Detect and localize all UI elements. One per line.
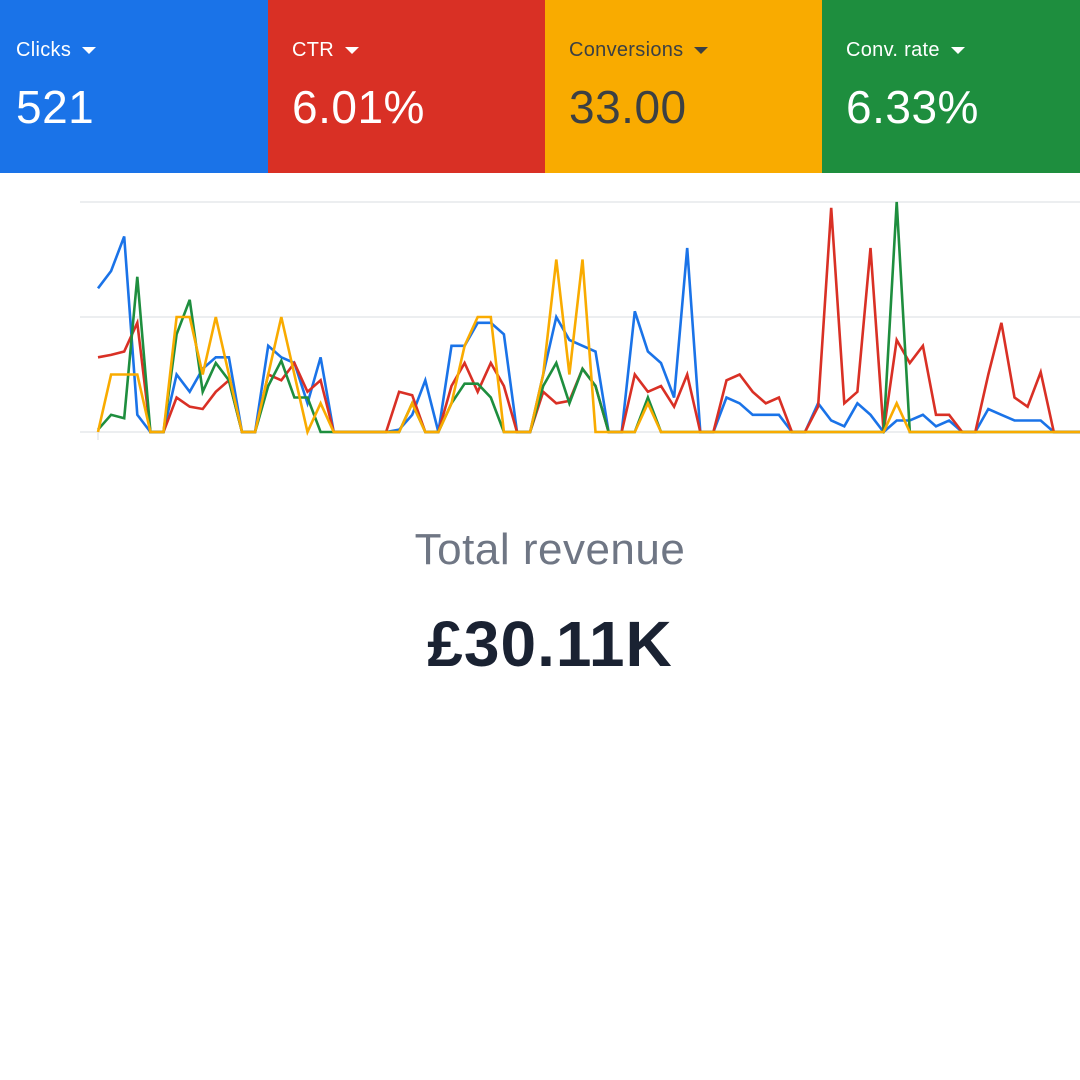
metric-label: CTR xyxy=(292,39,335,61)
metric-tile-conv-rate[interactable]: Conv. rate 6.33% xyxy=(822,0,1080,173)
caret-down-icon[interactable] xyxy=(694,46,709,54)
metric-value: 33.00 xyxy=(569,81,687,133)
metric-header: CTR xyxy=(292,36,545,64)
caret-down-icon[interactable] xyxy=(950,46,965,54)
performance-chart xyxy=(0,173,1080,463)
metric-header: Conversions xyxy=(569,36,822,64)
revenue-label: Total revenue xyxy=(414,525,686,574)
metric-value: 6.01% xyxy=(292,81,425,133)
metric-header: Conv. rate xyxy=(846,36,1080,64)
metric-label: Conv. rate xyxy=(846,39,940,61)
metric-label: Clicks xyxy=(16,39,72,61)
metric-header: Clicks xyxy=(16,36,268,64)
metric-tile-clicks[interactable]: Clicks 521 xyxy=(0,0,268,173)
caret-down-icon[interactable] xyxy=(82,46,97,54)
series-line-3[interactable] xyxy=(96,259,1080,437)
series-line-1[interactable] xyxy=(97,207,1080,434)
metric-tiles: Clicks 521 CTR 6.01% Conversions 33.00 C… xyxy=(0,0,1080,173)
metric-value: 521 xyxy=(16,81,95,133)
metric-label: Conversions xyxy=(569,39,684,61)
caret-down-icon[interactable] xyxy=(345,46,360,54)
line-chart xyxy=(80,201,1080,440)
metric-value: 6.33% xyxy=(846,81,979,133)
metric-tile-ctr[interactable]: CTR 6.01% xyxy=(268,0,545,173)
total-revenue: Total revenue £30.11K xyxy=(0,520,1080,682)
metric-tile-conversions[interactable]: Conversions 33.00 xyxy=(545,0,822,173)
revenue-value: £30.11K xyxy=(427,608,673,680)
